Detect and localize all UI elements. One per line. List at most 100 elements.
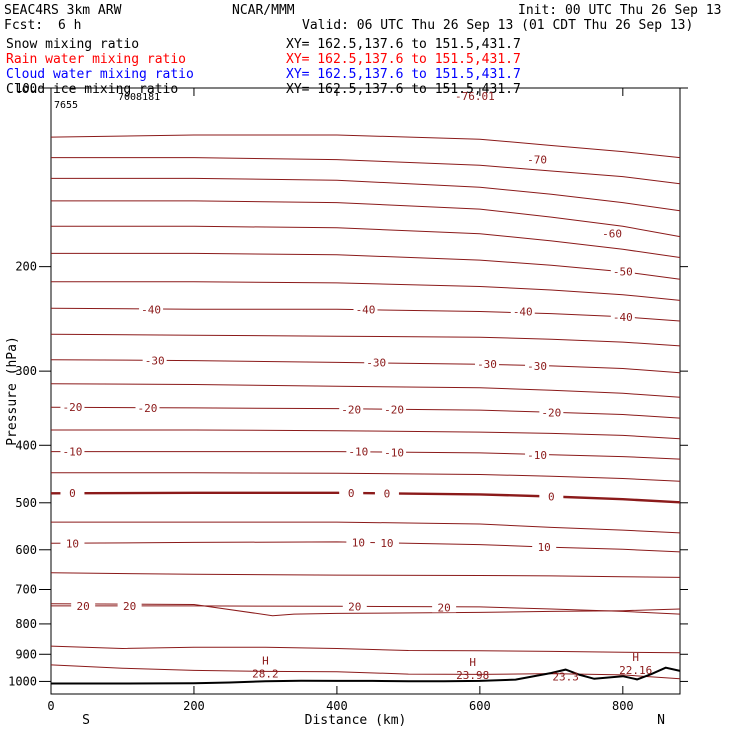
contour-label: -50 — [613, 266, 633, 279]
contour-label: 0 — [69, 487, 76, 500]
contour-label: -10 — [348, 446, 368, 459]
contour-label: -10 — [384, 446, 404, 459]
extremum-marker: H — [469, 656, 476, 669]
isotherm--60 — [51, 200, 681, 238]
contour-label-bg — [539, 490, 564, 502]
contour-label-bg — [346, 536, 371, 548]
header-fcst-label: Fcst: — [4, 18, 43, 33]
contour-label: -70 — [527, 154, 547, 167]
y-tick-label: 1000 — [8, 674, 37, 688]
contour-label-bg — [539, 406, 564, 418]
contour-label: -30 — [145, 355, 165, 368]
contour-label-bg — [60, 537, 85, 549]
contour-label-bg — [432, 601, 457, 613]
x-tick-label: 200 — [183, 699, 205, 713]
contour-label-bg — [525, 153, 550, 165]
contour-label-bg — [475, 358, 500, 370]
contour-label: -20 — [541, 406, 561, 419]
contour-label: -10 — [527, 449, 547, 462]
contour-label-bg — [342, 600, 367, 612]
legend-xy-rain-water-mixing-ratio: XY= 162.5,137.6 to 151.5,431.7 — [286, 52, 521, 67]
header-init: Init: 00 UTC Thu 26 Sep 13 — [518, 3, 722, 18]
plot-frame — [50, 87, 681, 695]
contour-label: 0 — [348, 487, 355, 500]
contour-label-bg — [610, 310, 635, 322]
x-end-label-left: S — [82, 713, 90, 728]
contour-label: 20 — [123, 600, 136, 613]
contour-label-bg — [364, 356, 389, 368]
contour-label-bg — [610, 265, 635, 277]
contour-label-bg — [135, 401, 160, 413]
x-tick-label: 600 — [469, 699, 491, 713]
isotherm--50 — [51, 252, 681, 280]
contour-label: -20 — [341, 403, 361, 416]
contour-label-bg — [139, 303, 164, 315]
x-tick-label: 800 — [612, 699, 634, 713]
extremum-value: 23.98 — [456, 669, 489, 682]
isotherm-5 — [51, 521, 681, 534]
contour-label-bg — [60, 486, 85, 498]
contour-label: -20 — [63, 401, 83, 414]
isotherm-15 — [50, 572, 681, 578]
contour-label-bg — [382, 446, 407, 458]
y-tick-label: 400 — [15, 438, 37, 452]
extremum-value: 22.16 — [619, 664, 652, 677]
contour-label-bg — [339, 403, 364, 415]
isotherm--10 — [51, 451, 681, 460]
terrain-line — [51, 666, 681, 685]
isotherm--45 — [51, 281, 681, 301]
y-tick-label: 300 — [15, 364, 37, 378]
contour-label: 20 — [438, 601, 451, 614]
contour-label: -30 — [527, 360, 547, 373]
contour-label-bg — [374, 487, 399, 499]
legend-xy-cloud-ice-mixing-ratio: XY= 162.5,137.6 to 151.5,431.7 — [286, 82, 521, 97]
contour-label-bg — [60, 445, 85, 457]
extremum-marker: H — [262, 654, 269, 667]
legend-label-cloud-ice-mixing-ratio: Cloud ice mixing ratio — [6, 82, 178, 97]
contour-label: -10 — [63, 446, 83, 459]
contour-label: -20 — [384, 403, 404, 416]
isotherm--55 — [51, 225, 681, 258]
legend-label-cloud-water-mixing-ratio: Cloud water mixing ratio — [6, 67, 194, 82]
isotherm-20 — [51, 605, 681, 615]
y-tick-label: 700 — [15, 583, 37, 597]
contour-label-bg — [525, 448, 550, 460]
isotherm--75 — [50, 134, 681, 159]
contour-label: 20 — [348, 601, 361, 614]
extremum-value: 23.3 — [552, 671, 579, 684]
legend-xy-cloud-water-mixing-ratio: XY= 162.5,137.6 to 151.5,431.7 — [286, 67, 521, 82]
x-axis-label: Distance (km) — [305, 713, 407, 728]
contour-label: -40 — [613, 311, 633, 324]
contour-label: -30 — [366, 356, 386, 369]
annotation-top: 7008181 — [118, 92, 160, 103]
contour-label: 20 — [77, 600, 90, 613]
contour-label-bg — [353, 303, 378, 315]
contour-label-bg — [71, 599, 96, 611]
contour-label-bg — [339, 486, 364, 498]
contour-label: -40 — [141, 303, 161, 316]
contour-label: -20 — [138, 402, 158, 415]
contour-label: -30 — [477, 358, 497, 371]
legend-label-snow-mixing-ratio: Snow mixing ratio — [6, 37, 139, 52]
legend-label-rain-water-mixing-ratio: Rain water mixing ratio — [6, 52, 186, 67]
contour-label: 10 — [352, 536, 365, 549]
contour-label: 10 — [538, 541, 551, 554]
x-tick-label: 400 — [326, 699, 348, 713]
contour-label-bg — [525, 359, 550, 371]
y-tick-label: 100 — [15, 81, 37, 95]
contour-label: 0 — [384, 487, 391, 500]
y-axis-label: Pressure (hPa) — [5, 336, 20, 446]
contour-label: -40 — [356, 303, 376, 316]
y-tick-label: 900 — [15, 647, 37, 661]
extremum-value: 28.2 — [252, 667, 279, 680]
legend: Snow mixing ratio XY= 162.5,137.6 to 151.… — [6, 37, 521, 97]
contour-label-bg — [60, 401, 85, 413]
extremum-marker: H — [632, 651, 639, 664]
contour-label: -40 — [513, 305, 533, 318]
y-tick-label: 500 — [15, 496, 37, 510]
isotherm-0 — [50, 491, 681, 504]
header-fcst-value: 6 h — [58, 18, 81, 33]
isotherm-25 — [50, 603, 681, 617]
